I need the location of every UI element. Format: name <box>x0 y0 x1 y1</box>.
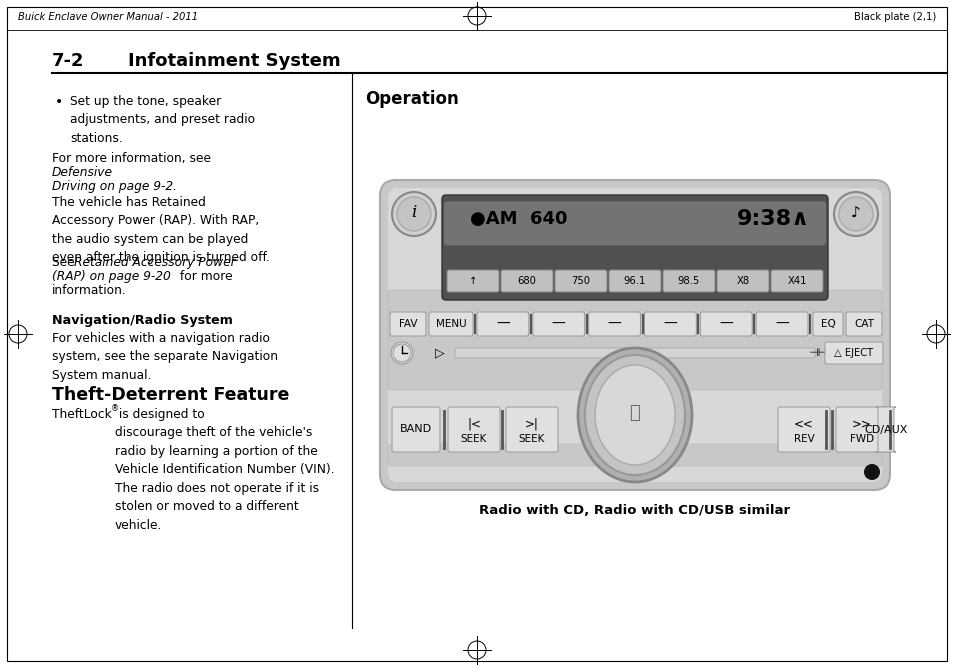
Text: BAND: BAND <box>399 424 432 434</box>
Text: —: — <box>775 317 788 331</box>
FancyBboxPatch shape <box>608 270 660 292</box>
Text: —: — <box>551 317 565 331</box>
FancyBboxPatch shape <box>441 195 827 300</box>
Text: Set up the tone, speaker
adjustments, and preset radio
stations.: Set up the tone, speaker adjustments, an… <box>70 95 254 145</box>
Text: >|: >| <box>524 418 538 431</box>
FancyBboxPatch shape <box>500 270 553 292</box>
Text: ⏻: ⏻ <box>629 404 639 422</box>
FancyBboxPatch shape <box>388 444 882 466</box>
Ellipse shape <box>584 355 684 475</box>
Circle shape <box>838 197 872 231</box>
FancyBboxPatch shape <box>588 312 639 336</box>
FancyBboxPatch shape <box>505 407 558 452</box>
Text: ●AM  640: ●AM 640 <box>470 210 567 228</box>
Text: Retained Accessory Power: Retained Accessory Power <box>74 256 235 269</box>
Text: 98.5: 98.5 <box>678 276 700 286</box>
Text: ▷: ▷ <box>435 347 444 359</box>
Circle shape <box>396 197 431 231</box>
Text: Theft-Deterrent Feature: Theft-Deterrent Feature <box>52 386 289 404</box>
Text: |<: |< <box>467 418 480 431</box>
Text: 680: 680 <box>517 276 536 286</box>
Text: —: — <box>496 317 509 331</box>
Circle shape <box>392 192 436 236</box>
FancyBboxPatch shape <box>700 312 751 336</box>
FancyBboxPatch shape <box>824 342 882 364</box>
FancyBboxPatch shape <box>429 312 473 336</box>
Text: Radio with CD, Radio with CD/USB similar: Radio with CD, Radio with CD/USB similar <box>479 504 790 517</box>
Text: ⊣⊢: ⊣⊢ <box>807 348 827 358</box>
Text: Driving on page 9-2.: Driving on page 9-2. <box>52 180 177 193</box>
Circle shape <box>863 464 879 480</box>
FancyBboxPatch shape <box>717 270 768 292</box>
Text: ♪: ♪ <box>850 206 860 220</box>
FancyBboxPatch shape <box>644 312 696 336</box>
Text: 7-2: 7-2 <box>52 52 85 70</box>
Ellipse shape <box>595 365 675 465</box>
FancyBboxPatch shape <box>455 348 814 358</box>
Text: For more information, see: For more information, see <box>52 152 214 165</box>
FancyBboxPatch shape <box>555 270 606 292</box>
Text: CD/AUX: CD/AUX <box>863 424 906 434</box>
Text: △ EJECT: △ EJECT <box>834 348 873 358</box>
Text: ®: ® <box>111 404 119 413</box>
Text: MENU: MENU <box>436 319 466 329</box>
Text: Infotainment System: Infotainment System <box>128 52 340 70</box>
FancyBboxPatch shape <box>533 312 584 336</box>
Circle shape <box>391 342 413 364</box>
Text: SEEK: SEEK <box>460 434 487 444</box>
Text: CAT: CAT <box>853 319 873 329</box>
FancyBboxPatch shape <box>447 270 498 292</box>
Text: —: — <box>663 317 677 331</box>
Text: information.: information. <box>52 284 127 297</box>
Text: For vehicles with a navigation radio
system, see the separate Navigation
System : For vehicles with a navigation radio sys… <box>52 332 277 382</box>
Ellipse shape <box>578 348 691 482</box>
Text: The vehicle has Retained
Accessory Power (RAP). With RAP,
the audio system can b: The vehicle has Retained Accessory Power… <box>52 196 270 265</box>
FancyBboxPatch shape <box>662 270 714 292</box>
FancyBboxPatch shape <box>812 312 842 336</box>
Text: EQ: EQ <box>820 319 835 329</box>
Text: Defensive: Defensive <box>52 166 112 179</box>
Text: <<: << <box>793 418 813 431</box>
Text: i: i <box>411 204 416 222</box>
Text: FWD: FWD <box>849 434 873 444</box>
Text: is designed to
discourage theft of the vehicle's
radio by learning a portion of : is designed to discourage theft of the v… <box>115 408 335 532</box>
FancyBboxPatch shape <box>770 270 822 292</box>
Text: TheftLock: TheftLock <box>52 408 112 421</box>
FancyBboxPatch shape <box>875 407 895 452</box>
FancyBboxPatch shape <box>390 312 426 336</box>
Text: REV: REV <box>793 434 814 444</box>
Text: SEEK: SEEK <box>518 434 544 444</box>
Text: Black plate (2,1): Black plate (2,1) <box>853 12 935 22</box>
Text: for more: for more <box>175 270 233 283</box>
FancyBboxPatch shape <box>388 188 882 482</box>
Text: X41: X41 <box>786 276 806 286</box>
Text: Operation: Operation <box>365 90 458 108</box>
Text: Buick Enclave Owner Manual - 2011: Buick Enclave Owner Manual - 2011 <box>18 12 198 22</box>
FancyBboxPatch shape <box>443 201 825 245</box>
FancyBboxPatch shape <box>392 407 439 452</box>
Text: —: — <box>607 317 620 331</box>
Circle shape <box>833 192 877 236</box>
Text: 750: 750 <box>571 276 590 286</box>
Text: —: — <box>719 317 732 331</box>
FancyBboxPatch shape <box>778 407 829 452</box>
Text: •: • <box>55 95 63 109</box>
Text: Navigation/Radio System: Navigation/Radio System <box>52 314 233 327</box>
Text: X8: X8 <box>736 276 749 286</box>
FancyBboxPatch shape <box>448 407 499 452</box>
Text: 9:38∧: 9:38∧ <box>736 209 809 229</box>
Text: >>: >> <box>851 418 871 431</box>
FancyBboxPatch shape <box>476 312 528 336</box>
Text: (RAP) on page 9-20: (RAP) on page 9-20 <box>52 270 171 283</box>
Text: ↑: ↑ <box>468 276 476 286</box>
FancyBboxPatch shape <box>756 312 807 336</box>
FancyBboxPatch shape <box>835 407 887 452</box>
FancyBboxPatch shape <box>379 180 889 490</box>
FancyBboxPatch shape <box>388 290 882 390</box>
Text: 96.1: 96.1 <box>623 276 645 286</box>
Text: See: See <box>52 256 78 269</box>
Text: FAV: FAV <box>398 319 416 329</box>
FancyBboxPatch shape <box>845 312 882 336</box>
